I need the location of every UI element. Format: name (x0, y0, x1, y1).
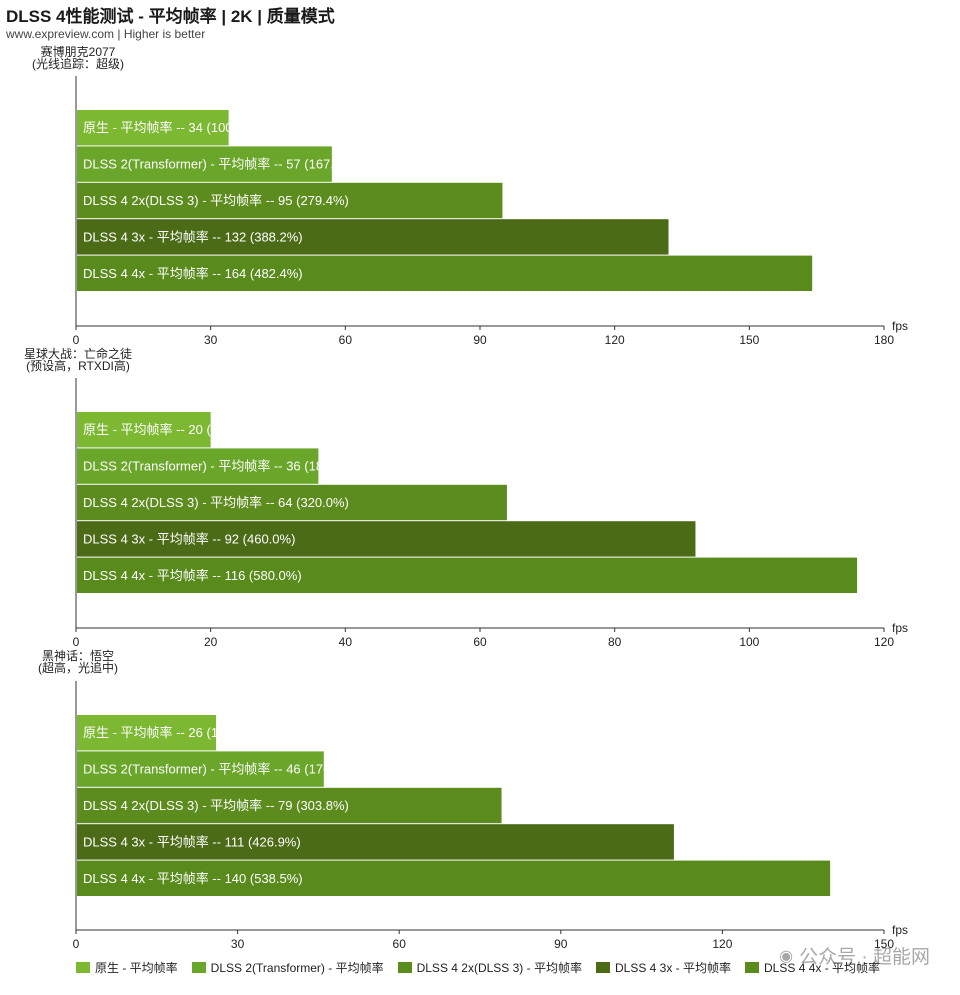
x-tick-label: 20 (204, 635, 218, 649)
watermark-text: 公众号 · 超能网 (799, 947, 930, 968)
bar (77, 484, 507, 521)
legend-item: 原生 - 平均帧率 (76, 960, 178, 975)
bar (77, 521, 696, 557)
bar (77, 146, 332, 182)
x-tick-label: 150 (874, 937, 894, 951)
chart-title-line: (超高，光追中) (38, 660, 118, 675)
bar (77, 182, 503, 219)
bar-label: DLSS 4 3x - 平均帧率 -- 111 (426.9%) (83, 834, 301, 849)
x-tick-label: 40 (339, 635, 353, 649)
x-tick-label: 90 (473, 333, 487, 347)
bar (77, 255, 813, 291)
bar-label: DLSS 2(Transformer) - 平均帧率 -- 36 (180.0%… (83, 459, 357, 474)
bar-label: 原生 - 平均帧率 -- 34 (100.0%) (83, 120, 259, 135)
legend-label: DLSS 2(Transformer) - 平均帧率 (210, 960, 384, 975)
page-title: DLSS 4性能测试 - 平均帧率 | 2K | 质量模式 (6, 7, 335, 26)
legend-label: 原生 - 平均帧率 (95, 960, 178, 975)
x-tick-label: 90 (554, 937, 568, 951)
bar-label: DLSS 4 4x - 平均帧率 -- 164 (482.4%) (83, 266, 303, 281)
bar (77, 448, 319, 484)
legend-swatch (76, 961, 90, 973)
bar-label: 原生 - 平均帧率 -- 26 (100.0%) (83, 725, 259, 740)
legend-label: DLSS 4 3x - 平均帧率 (614, 960, 732, 975)
page-subtitle: www.expreview.com | Higher is better (6, 27, 206, 41)
bar-label: DLSS 4 2x(DLSS 3) - 平均帧率 -- 64 (320.0%) (83, 495, 349, 510)
watermark: ◉ 公众号 · 超能网 (779, 942, 930, 969)
x-tick-label: 150 (739, 333, 759, 347)
chart-title-line: 赛博朋克2077 (41, 44, 116, 59)
bar (77, 824, 674, 860)
legend-item: DLSS 2(Transformer) - 平均帧率 (191, 960, 384, 975)
x-tick-label: 30 (204, 333, 218, 347)
x-tick-label: 0 (73, 333, 80, 347)
x-tick-label: 120 (874, 635, 894, 649)
bar (77, 787, 502, 824)
legend-label: DLSS 4 2x(DLSS 3) - 平均帧率 (416, 960, 582, 975)
legend: 原生 - 平均帧率 DLSS 2(Transformer) - 平均帧率 DLS… (76, 960, 881, 975)
legend-item: DLSS 4 4x - 平均帧率 (745, 960, 881, 975)
bar-label: DLSS 2(Transformer) - 平均帧率 -- 46 (176.9%… (83, 762, 357, 777)
chart-title-line: 黑神话：悟空 (42, 648, 114, 663)
x-tick-label: 120 (712, 937, 732, 951)
x-tick-label: 60 (393, 937, 407, 951)
chart-title-line: 星球大战：亡命之徒 (24, 346, 132, 361)
legend-swatch (595, 961, 610, 973)
bar-label: DLSS 4 2x(DLSS 3) - 平均帧率 -- 95 (279.4%) (83, 193, 349, 208)
chart-title-line: (预设高，RTXDI高) (26, 358, 130, 373)
bar (77, 860, 831, 896)
bar (77, 557, 858, 593)
bar (77, 751, 324, 787)
bar-label: 原生 - 平均帧率 -- 20 (100.0%) (83, 422, 259, 437)
bar-label: DLSS 4 3x - 平均帧率 -- 92 (460.0%) (83, 531, 295, 546)
x-unit-label: fps (892, 923, 908, 937)
bar-label: DLSS 4 3x - 平均帧率 -- 132 (388.2%) (83, 229, 303, 244)
x-tick-label: 0 (73, 635, 80, 649)
bar-label: DLSS 4 4x - 平均帧率 -- 140 (538.5%) (83, 871, 303, 886)
x-tick-label: 60 (473, 635, 487, 649)
bar-label: DLSS 4 2x(DLSS 3) - 平均帧率 -- 79 (303.8%) (83, 798, 349, 813)
legend-swatch (745, 961, 760, 973)
x-unit-label: fps (892, 621, 908, 635)
bar (77, 412, 211, 448)
wechat-icon: ◉ (779, 947, 794, 965)
x-tick-label: 80 (608, 635, 622, 649)
x-tick-label: 60 (339, 333, 353, 347)
legend-item: DLSS 4 3x - 平均帧率 (595, 960, 732, 975)
legend-swatch (397, 961, 412, 973)
x-tick-label: 120 (605, 333, 625, 347)
x-unit-label: fps (892, 319, 908, 333)
bar (77, 110, 229, 146)
bar-label: DLSS 4 4x - 平均帧率 -- 116 (580.0%) (83, 568, 302, 583)
x-tick-label: 180 (874, 333, 894, 347)
chart-title-line: (光线追踪：超级) (32, 56, 124, 71)
bar (77, 219, 669, 255)
x-tick-label: 30 (231, 937, 245, 951)
legend-label: DLSS 4 4x - 平均帧率 (764, 960, 881, 975)
legend-item: DLSS 4 2x(DLSS 3) - 平均帧率 (397, 960, 582, 975)
x-tick-label: 100 (739, 635, 759, 649)
x-tick-label: 0 (73, 937, 80, 951)
legend-swatch (191, 961, 206, 973)
bar-label: DLSS 2(Transformer) - 平均帧率 -- 57 (167.6%… (83, 157, 357, 172)
bar (77, 715, 217, 751)
